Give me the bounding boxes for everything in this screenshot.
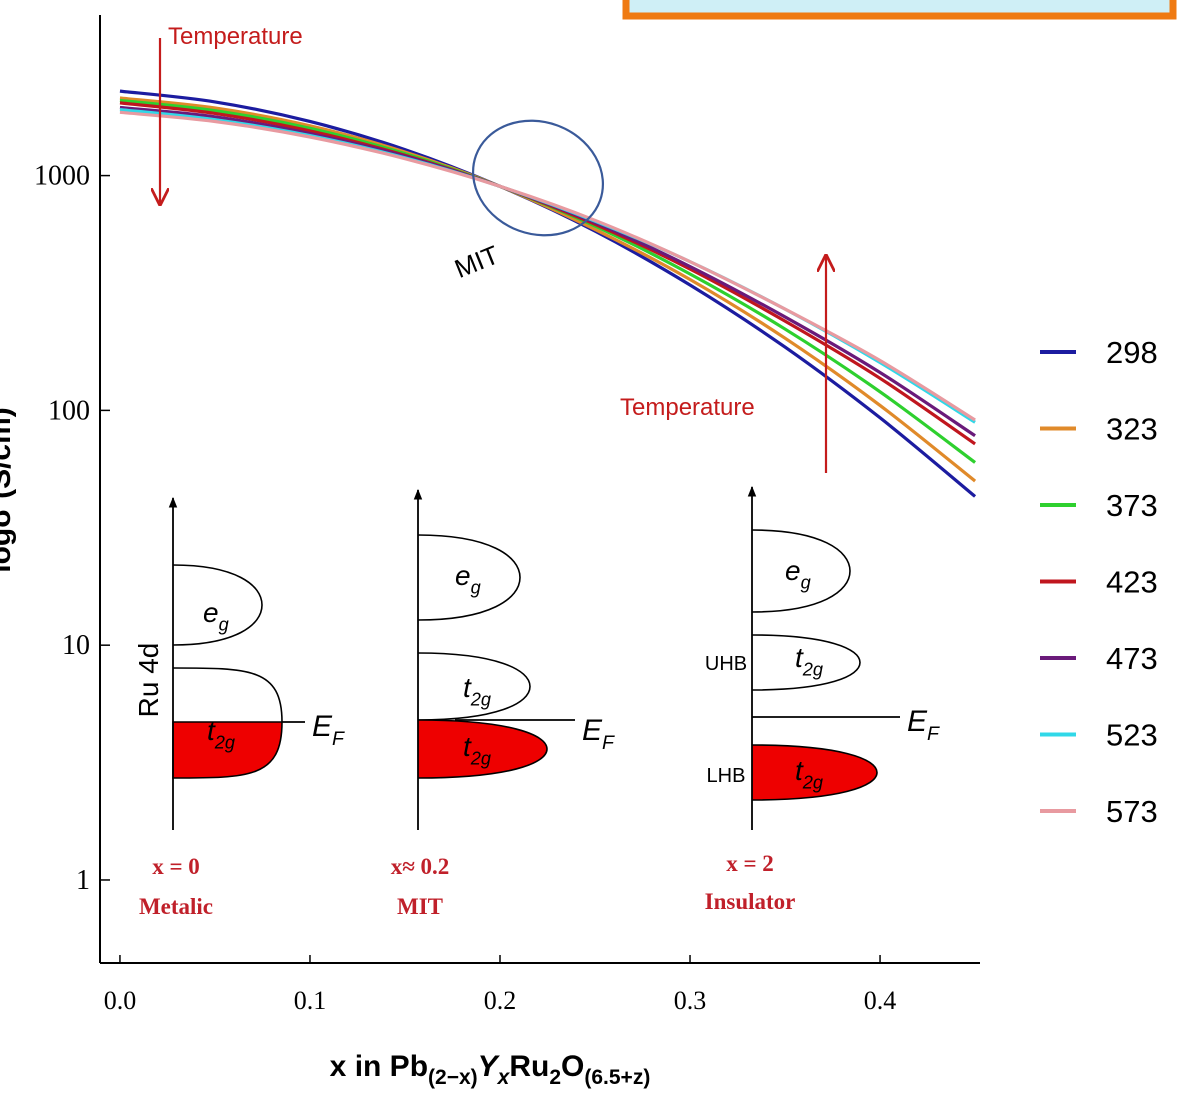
band-label: t2g xyxy=(795,755,823,792)
side-label: LHB xyxy=(707,765,746,787)
band-label-base: e xyxy=(785,555,801,586)
inset-caption: Insulator xyxy=(705,889,796,914)
side-label: UHB xyxy=(705,653,747,675)
x-axis-label-part: (6.5+z) xyxy=(584,1066,650,1089)
x-axis-label-part: 2 xyxy=(549,1066,561,1089)
band-label-sub: 2g xyxy=(470,689,491,709)
temperature-label: Temperature xyxy=(168,23,303,50)
band-label: eg xyxy=(785,555,811,592)
fermi-label-sub: F xyxy=(602,732,615,754)
x-axis-label-part: Y xyxy=(478,1050,501,1083)
legend-label: 523 xyxy=(1106,718,1158,753)
x-tick-label: 0.2 xyxy=(484,986,517,1015)
curve xyxy=(119,110,976,422)
inset-caption: x≈ 0.2 xyxy=(391,854,450,879)
x-tick-label: 0.1 xyxy=(294,986,327,1015)
legend-label: 473 xyxy=(1106,641,1158,676)
band-lobe xyxy=(417,534,521,621)
band-label: eg xyxy=(455,560,481,597)
band-label-sub: 2g xyxy=(802,659,823,679)
y-tick-label: 10 xyxy=(62,630,90,661)
band-label-sub: 2g xyxy=(214,732,235,752)
fermi-label: EF xyxy=(907,705,940,745)
band-lobe xyxy=(417,652,531,721)
inset-caption: Metalic xyxy=(139,894,213,919)
mit-label: MIT xyxy=(450,239,503,284)
band-label-sub: g xyxy=(219,614,229,634)
x-axis-label-part: Ru xyxy=(509,1050,549,1083)
temperature-label: Temperature xyxy=(620,394,755,421)
legend-label: 323 xyxy=(1106,412,1158,447)
band-lobe xyxy=(172,721,283,779)
fermi-label-base: E xyxy=(312,710,333,743)
x-tick-label: 0.0 xyxy=(104,986,137,1015)
band-label: eg xyxy=(203,597,229,634)
band-label: t2g xyxy=(463,672,491,709)
inset-caption: x = 2 xyxy=(726,851,774,876)
fermi-label-sub: F xyxy=(332,728,345,750)
band-label-base: t xyxy=(795,755,804,786)
fermi-label-base: E xyxy=(907,705,928,738)
band-lobe xyxy=(751,529,851,613)
band-lobe xyxy=(417,719,548,779)
curve xyxy=(119,105,976,438)
band-label: t2g xyxy=(463,731,491,768)
y-axis-label: logσ (S/cm) xyxy=(0,407,17,573)
y-tick-label: 1 xyxy=(76,865,90,896)
band-lobe xyxy=(172,667,283,723)
fermi-label: EF xyxy=(312,710,345,750)
band-label-base: e xyxy=(203,597,219,628)
x-tick-label: 0.4 xyxy=(864,986,897,1015)
cropped-panel xyxy=(622,0,1177,20)
band-label-base: e xyxy=(455,560,471,591)
band-lobe xyxy=(172,564,263,646)
x-axis-label-part: O xyxy=(561,1050,584,1083)
band-label: t2g xyxy=(207,715,235,752)
band-label-base: t xyxy=(207,715,216,746)
fermi-label: EF xyxy=(582,714,615,754)
x-axis-label: x in Pb(2−x)YxRu2O(6.5+z) xyxy=(330,1050,651,1089)
band-label-base: t xyxy=(795,642,804,673)
band-lobe xyxy=(751,634,861,691)
legend-label: 298 xyxy=(1106,335,1158,370)
legend-label: 423 xyxy=(1106,565,1158,600)
band-lobe xyxy=(751,744,878,801)
curve xyxy=(119,108,976,424)
inset-caption: x = 0 xyxy=(152,854,200,879)
x-axis-label-part: x xyxy=(497,1066,511,1089)
mit-ellipse xyxy=(471,119,605,237)
y-tick-label: 1000 xyxy=(34,161,90,192)
y-tick-label: 100 xyxy=(48,395,90,426)
curve xyxy=(119,98,977,464)
curve xyxy=(119,89,977,498)
band-label: t2g xyxy=(795,642,823,679)
band-label-base: t xyxy=(463,731,472,762)
legend-label: 373 xyxy=(1106,488,1158,523)
x-axis-label-part: x in Pb xyxy=(330,1050,428,1083)
curves xyxy=(119,89,977,498)
band-label-sub: 2g xyxy=(802,772,823,792)
x-tick-label: 0.3 xyxy=(674,986,707,1015)
fermi-label-base: E xyxy=(582,714,603,747)
legend-label: 573 xyxy=(1106,794,1158,829)
band-label-sub: 2g xyxy=(470,748,491,768)
band-label-sub: g xyxy=(471,577,481,597)
curve xyxy=(119,96,977,483)
band-label-sub: g xyxy=(801,572,811,592)
band-label-base: t xyxy=(463,672,472,703)
inset-caption: MIT xyxy=(397,894,443,919)
x-axis-label-part: (2−x) xyxy=(428,1066,478,1089)
fermi-label-sub: F xyxy=(927,723,940,745)
axis-label: Ru 4d xyxy=(133,643,164,718)
